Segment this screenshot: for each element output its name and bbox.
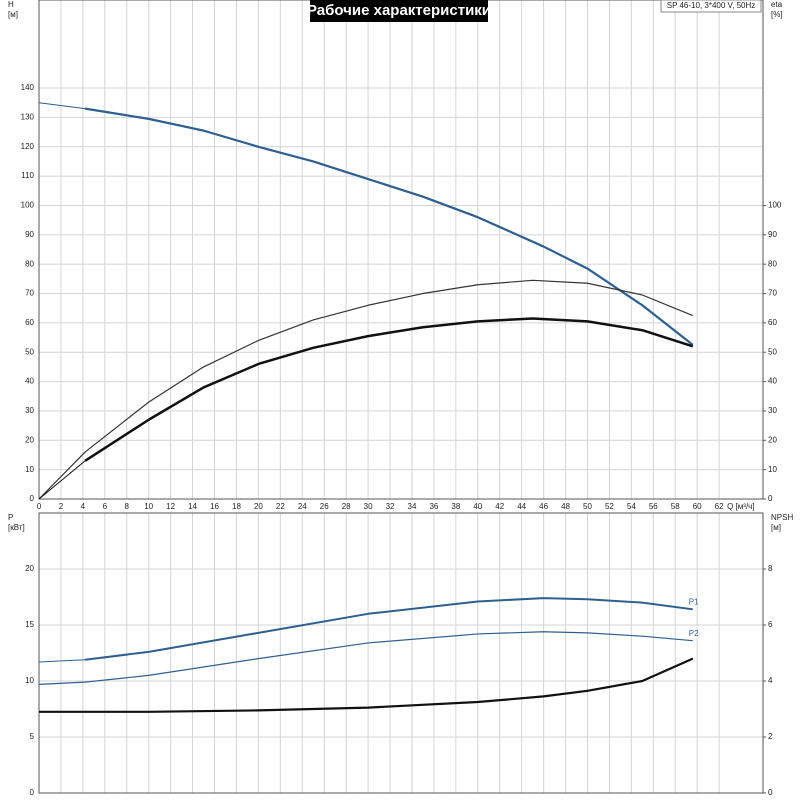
series-line xyxy=(84,317,694,462)
x-tick-label: 18 xyxy=(232,502,241,511)
x-tick-label: 10 xyxy=(144,502,153,511)
x-tick-label: 54 xyxy=(627,502,636,511)
series-label: P1 xyxy=(689,597,699,606)
y-tick-label: 80 xyxy=(25,259,34,268)
y-tick-label: 50 xyxy=(25,347,34,356)
y-tick-label: 10 xyxy=(25,676,34,685)
y2-tick-label: 10 xyxy=(768,465,777,474)
y-tick-label: 120 xyxy=(21,142,35,151)
y-tick-label: 5 xyxy=(30,732,35,741)
y2-tick-label: 2 xyxy=(768,732,773,741)
subtitle-box xyxy=(660,0,762,13)
x-tick-label: 60 xyxy=(693,502,702,511)
x-tick-label: 52 xyxy=(605,502,614,511)
x-tick-label: 4 xyxy=(81,502,86,511)
x-tick-label: 36 xyxy=(429,502,438,511)
x-tick-label: 50 xyxy=(583,502,592,511)
y-axis-unit: [кВт] xyxy=(8,523,25,532)
series-line xyxy=(84,107,694,346)
y-tick-label: 0 xyxy=(30,494,35,503)
y-tick-label: 15 xyxy=(25,620,34,629)
x-tick-label: 12 xyxy=(166,502,175,511)
x-tick-label: 58 xyxy=(671,502,680,511)
series-line xyxy=(38,460,86,500)
x-tick-label: 26 xyxy=(320,502,329,511)
y2-tick-label: 90 xyxy=(768,230,777,239)
x-tick-label: 0 xyxy=(37,502,42,511)
y2-tick-label: 0 xyxy=(768,788,773,797)
x-tick-label: 40 xyxy=(473,502,482,511)
y2-tick-label: 0 xyxy=(768,494,773,503)
x-tick-label: 22 xyxy=(276,502,285,511)
y2-tick-label: 50 xyxy=(768,347,777,356)
y-tick-label: 20 xyxy=(25,435,34,444)
x-tick-label: 56 xyxy=(649,502,658,511)
title-box xyxy=(310,0,488,22)
chart-subtitle: SP 46-10, 3*400 V, 50Hz xyxy=(667,1,756,10)
x-tick-label: 44 xyxy=(517,502,526,511)
series-line xyxy=(84,597,693,661)
x-tick-label: 14 xyxy=(188,502,197,511)
x-tick-label: 32 xyxy=(386,502,395,511)
y-tick-label: 10 xyxy=(25,465,34,474)
x-tick-label: 46 xyxy=(539,502,548,511)
y-tick-label: 130 xyxy=(21,113,35,122)
y2-tick-label: 4 xyxy=(768,676,773,685)
y-tick-label: 40 xyxy=(25,377,34,386)
y2-tick-label: 20 xyxy=(768,435,777,444)
x-tick-label: 38 xyxy=(451,502,460,511)
series-label: P2 xyxy=(689,629,699,638)
y2-tick-label: 60 xyxy=(768,318,777,327)
x-tick-label: 34 xyxy=(408,502,417,511)
series-line xyxy=(38,102,86,110)
y-tick-label: 110 xyxy=(21,171,34,180)
x-tick-label: 6 xyxy=(103,502,108,511)
y-tick-label: 70 xyxy=(25,289,34,298)
x-tick-label: 16 xyxy=(210,502,219,511)
y-axis-unit: [м] xyxy=(8,10,18,19)
y-tick-label: 60 xyxy=(25,318,34,327)
x-tick-label: 20 xyxy=(254,502,263,511)
x-tick-label: 62 xyxy=(715,502,724,511)
x-tick-label: 24 xyxy=(298,502,307,511)
series-line xyxy=(38,659,86,663)
y2-tick-label: 70 xyxy=(768,289,777,298)
y-tick-label: 90 xyxy=(25,230,34,239)
y-axis-label: H xyxy=(8,0,14,9)
y-tick-label: 30 xyxy=(25,406,34,415)
y-tick-label: 0 xyxy=(30,788,35,797)
y2-axis-label: eta xyxy=(771,0,783,9)
y-axis-label: P xyxy=(8,513,13,522)
y2-tick-label: 30 xyxy=(768,406,777,415)
x-tick-label: 30 xyxy=(364,502,373,511)
x-tick-label: 48 xyxy=(561,502,570,511)
y2-tick-label: 100 xyxy=(768,201,782,210)
y2-tick-label: 40 xyxy=(768,377,777,386)
x-axis-label: Q [м³/ч] xyxy=(727,502,754,511)
x-tick-label: 28 xyxy=(342,502,351,511)
y2-axis-unit: [%] xyxy=(771,10,783,19)
x-tick-label: 8 xyxy=(125,502,130,511)
y2-axis-label: NPSH xyxy=(771,513,793,522)
series-line xyxy=(38,279,694,500)
plot-frame xyxy=(38,0,764,500)
x-tick-label: 42 xyxy=(495,502,504,511)
y2-tick-label: 8 xyxy=(768,564,773,573)
x-tick-label: 2 xyxy=(59,502,64,511)
chart-title: Рабочие характеристики xyxy=(307,2,491,19)
y2-tick-label: 6 xyxy=(768,620,773,629)
y-tick-label: 100 xyxy=(21,201,35,210)
series-line xyxy=(39,657,694,713)
series-line xyxy=(38,631,693,685)
y-tick-label: 20 xyxy=(25,564,34,573)
y2-tick-label: 80 xyxy=(768,259,777,268)
y-tick-label: 140 xyxy=(21,83,35,92)
plot-frame xyxy=(38,512,764,794)
y2-axis-unit: [м] xyxy=(771,523,781,532)
